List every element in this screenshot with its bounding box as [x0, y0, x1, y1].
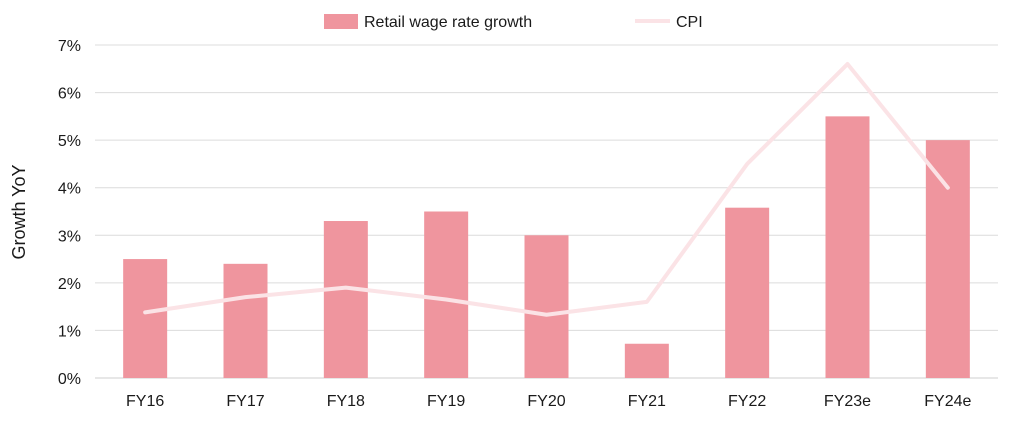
y-tick-label: 5% — [58, 133, 81, 150]
x-tick-label: FY23e — [824, 393, 871, 410]
y-tick-label: 2% — [58, 276, 81, 293]
y-tick-label: 1% — [58, 323, 81, 340]
x-tick-label: FY21 — [628, 393, 666, 410]
x-tick-label: FY22 — [728, 393, 766, 410]
x-tick-label: FY16 — [126, 393, 164, 410]
y-tick-label: 4% — [58, 181, 81, 198]
x-tick-label: FY20 — [527, 393, 565, 410]
x-tick-label: FY24e — [924, 393, 971, 410]
bar-fy24e — [925, 140, 970, 378]
line-series-cpi — [143, 62, 950, 317]
bar-fy22 — [725, 207, 770, 378]
bar-fy19 — [424, 211, 469, 378]
y-tick-label: 3% — [58, 228, 81, 245]
bar-fy21 — [624, 343, 669, 378]
bar-fy17 — [223, 263, 268, 378]
bar-series-wage-growth — [123, 116, 970, 378]
x-tick-label: FY18 — [327, 393, 365, 410]
legend-label-cpi: CPI — [676, 14, 703, 31]
legend: Retail wage rate growth CPI — [324, 14, 703, 31]
y-tick-label: 7% — [58, 38, 81, 55]
legend-swatch-wage-growth — [324, 14, 358, 29]
bar-fy18 — [323, 221, 368, 378]
x-axis-ticks: FY16 FY17 FY18 FY19 FY20 FY21 FY22 FY23e FY24e — [126, 393, 971, 410]
bar-fy23e — [825, 116, 870, 378]
y-axis-title: Growth YoY — [9, 164, 29, 259]
y-tick-label: 0% — [58, 371, 81, 388]
bar-fy20 — [524, 235, 569, 378]
y-axis-ticks: 0% 1% 2% 3% 4% 5% 6% 7% — [58, 38, 81, 388]
x-tick-label: FY19 — [427, 393, 465, 410]
legend-label-wage-growth: Retail wage rate growth — [364, 14, 532, 31]
x-tick-label: FY17 — [226, 393, 264, 410]
bar-fy16 — [123, 259, 168, 378]
y-tick-label: 6% — [58, 86, 81, 103]
